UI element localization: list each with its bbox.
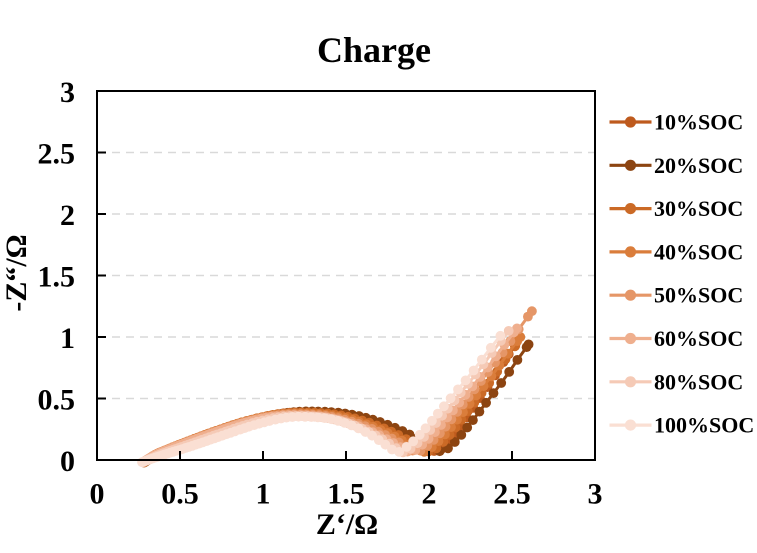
- svg-text:1: 1: [60, 322, 75, 355]
- svg-text:2: 2: [60, 199, 75, 232]
- svg-text:10%SOC: 10%SOC: [654, 110, 743, 135]
- svg-text:1: 1: [256, 478, 271, 511]
- svg-text:0: 0: [60, 445, 75, 478]
- svg-text:50%SOC: 50%SOC: [654, 283, 743, 308]
- svg-text:60%SOC: 60%SOC: [654, 326, 743, 351]
- svg-text:80%SOC: 80%SOC: [654, 369, 743, 394]
- svg-text:Charge: Charge: [317, 30, 431, 70]
- svg-text:20%SOC: 20%SOC: [654, 153, 743, 178]
- svg-text:40%SOC: 40%SOC: [654, 239, 743, 264]
- svg-text:1.5: 1.5: [327, 478, 365, 511]
- svg-text:3: 3: [588, 478, 603, 511]
- svg-text:0.5: 0.5: [38, 384, 76, 417]
- svg-text:2.5: 2.5: [38, 138, 76, 171]
- svg-text:0: 0: [90, 478, 105, 511]
- svg-text:3: 3: [60, 76, 75, 109]
- svg-text:1.5: 1.5: [38, 261, 76, 294]
- svg-text:2: 2: [422, 478, 437, 511]
- svg-text:2.5: 2.5: [493, 478, 531, 511]
- svg-text:Z‘/Ω: Z‘/Ω: [316, 508, 378, 541]
- svg-text:0.5: 0.5: [161, 478, 199, 511]
- svg-text:100%SOC: 100%SOC: [654, 413, 754, 438]
- svg-text:30%SOC: 30%SOC: [654, 196, 743, 221]
- svg-text:-Z“/Ω: -Z“/Ω: [0, 234, 33, 311]
